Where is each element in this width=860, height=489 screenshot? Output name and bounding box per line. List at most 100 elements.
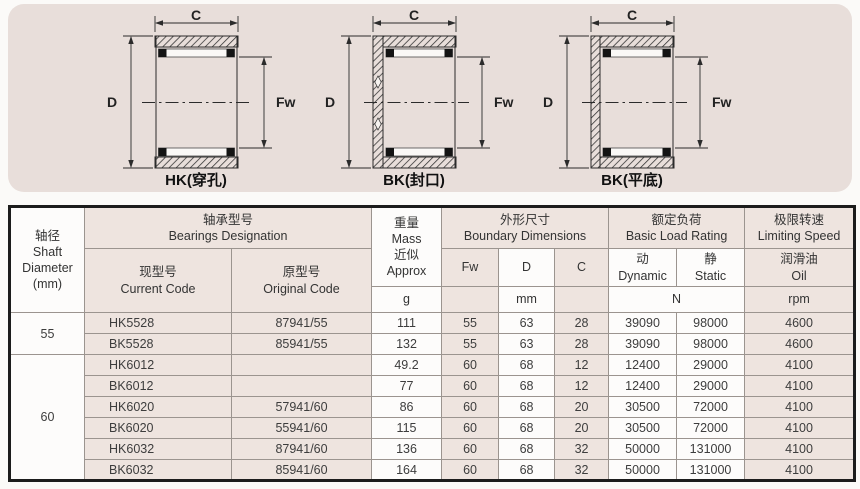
cell-dynamic: 39090 [608,333,678,355]
cell-fw: 60 [441,438,500,460]
header-bearings-designation: 轴承型号 Bearings Designation [83,206,373,249]
cell-fw: 60 [441,396,500,418]
bearing-section-bk-sealed-icon: C D Fw BK(封口) [325,10,514,189]
cell-original-code [230,375,373,397]
unit-spacer [554,286,610,313]
diagram-caption: BK(封口) [383,171,445,189]
cell-current-code: HK6032 [84,438,232,460]
unit-grams: g [371,286,443,313]
cell-dynamic: 30500 [608,396,678,418]
cell-c: 12 [554,354,610,376]
dim-label-fw: Fw [494,94,514,110]
cell-c: 12 [554,375,610,397]
header-limiting-speed: 极限转速 Limiting Speed [744,206,856,249]
cell-current-code: BK6012 [84,375,232,397]
table-row: BK6032 85941/60 164 60 68 32 50000 131000 4100 [10,459,856,481]
cell-d: 68 [498,459,556,481]
cell-c: 32 [554,438,610,460]
cell-oil: 4100 [744,459,856,481]
cell-d: 68 [498,375,556,397]
cell-static: 131000 [676,438,746,460]
cell-current-code: HK6012 [84,354,232,376]
cell-mass: 86 [371,396,443,418]
cell-fw: 60 [441,459,500,481]
cell-oil: 4100 [744,375,856,397]
cell-original-code: 87941/60 [230,438,373,460]
cell-fw: 60 [441,417,500,439]
header-d: D [498,248,556,287]
cell-oil: 4100 [744,438,856,460]
cell-shaft-diameter: 55 [9,312,85,355]
seam-notch [374,117,382,131]
cell-current-code: BK6032 [84,459,232,481]
dim-label-d: D [543,94,553,110]
cell-fw: 60 [441,375,500,397]
cell-dynamic: 12400 [608,375,678,397]
cell-oil: 4100 [744,417,856,439]
cell-mass: 77 [371,375,443,397]
dim-label-d: D [325,94,335,110]
header-mass: 重量 Mass 近似 Approx [371,206,443,287]
cell-oil: 4100 [744,396,856,418]
dim-label-c: C [409,10,419,23]
cell-c: 32 [554,459,610,481]
bearing-section-bk-flat-icon: C D Fw BK(平底) [543,10,732,189]
header-current-code: 现型号 Current Code [84,248,232,313]
dim-label-c: C [627,10,637,23]
table-row: 60 HK6012 49.2 60 68 12 12400 29000 4100 [9,354,856,481]
header-shaft-diameter: 轴径 Shaft Diameter (mm) [9,206,85,313]
header-c: C [554,248,610,287]
cell-d: 68 [498,417,556,439]
cell-d: 63 [498,333,556,355]
cell-current-code: BK6020 [84,417,232,439]
cell-d: 68 [498,438,556,460]
unit-spacer [441,286,500,313]
cell-dynamic: 50000 [608,438,678,460]
bearing-spec-table: 轴径 Shaft Diameter (mm) 轴承型号 Bearings Des… [8,205,857,482]
cell-fw: 55 [441,333,500,355]
cell-shaft-diameter: 60 [9,354,85,481]
cell-oil: 4600 [744,333,856,355]
header-original-code: 原型号 Original Code [230,248,373,313]
header-basic-load-rating: 额定负荷 Basic Load Rating [608,206,746,249]
header-fw: Fw [441,248,500,287]
cell-original-code: 57941/60 [230,396,373,418]
cell-c: 28 [554,333,610,355]
cell-original-code: 55941/60 [230,417,373,439]
cell-mass: 136 [371,438,443,460]
table-row: BK5528 85941/55 132 55 63 28 39090 98000 4600 [10,333,856,355]
cell-original-code: 85941/55 [230,333,373,355]
cell-dynamic: 39090 [608,312,678,334]
cell-d: 68 [498,354,556,376]
bearing-section-hk-icon: C D Fw HK(穿孔) [107,10,296,189]
cell-c: 28 [554,312,610,334]
unit-newton: N [608,286,746,313]
cell-static: 72000 [676,396,746,418]
cell-mass: 132 [371,333,443,355]
table-row: HK6032 87941/60 136 60 68 32 50000 131000 4100 [10,438,856,460]
cell-dynamic: 30500 [608,417,678,439]
unit-mm: mm [498,286,556,313]
dim-label-d: D [107,94,117,110]
table-row: HK6020 57941/60 86 60 68 20 30500 72000 4100 [10,396,856,418]
cell-d: 63 [498,312,556,334]
header-oil: 润滑油 Oil [744,248,856,287]
cell-oil: 4100 [744,354,856,376]
header-static: 静 Static [676,248,746,287]
cell-dynamic: 12400 [608,354,678,376]
cell-d: 68 [498,396,556,418]
cell-mass: 111 [371,312,443,334]
cell-c: 20 [554,417,610,439]
cell-mass: 164 [371,459,443,481]
seam-notch [374,75,382,89]
header-boundary-dimensions: 外形尺寸 Boundary Dimensions [441,206,610,249]
cell-mass: 115 [371,417,443,439]
unit-rpm: rpm [744,286,856,313]
dim-label-c: C [191,10,201,23]
cell-static: 131000 [676,459,746,481]
cell-static: 29000 [676,375,746,397]
dim-label-fw: Fw [712,94,732,110]
table-row: BK6020 55941/60 115 60 68 20 30500 72000 4100 [10,417,856,439]
cell-current-code: HK5528 [84,312,232,334]
